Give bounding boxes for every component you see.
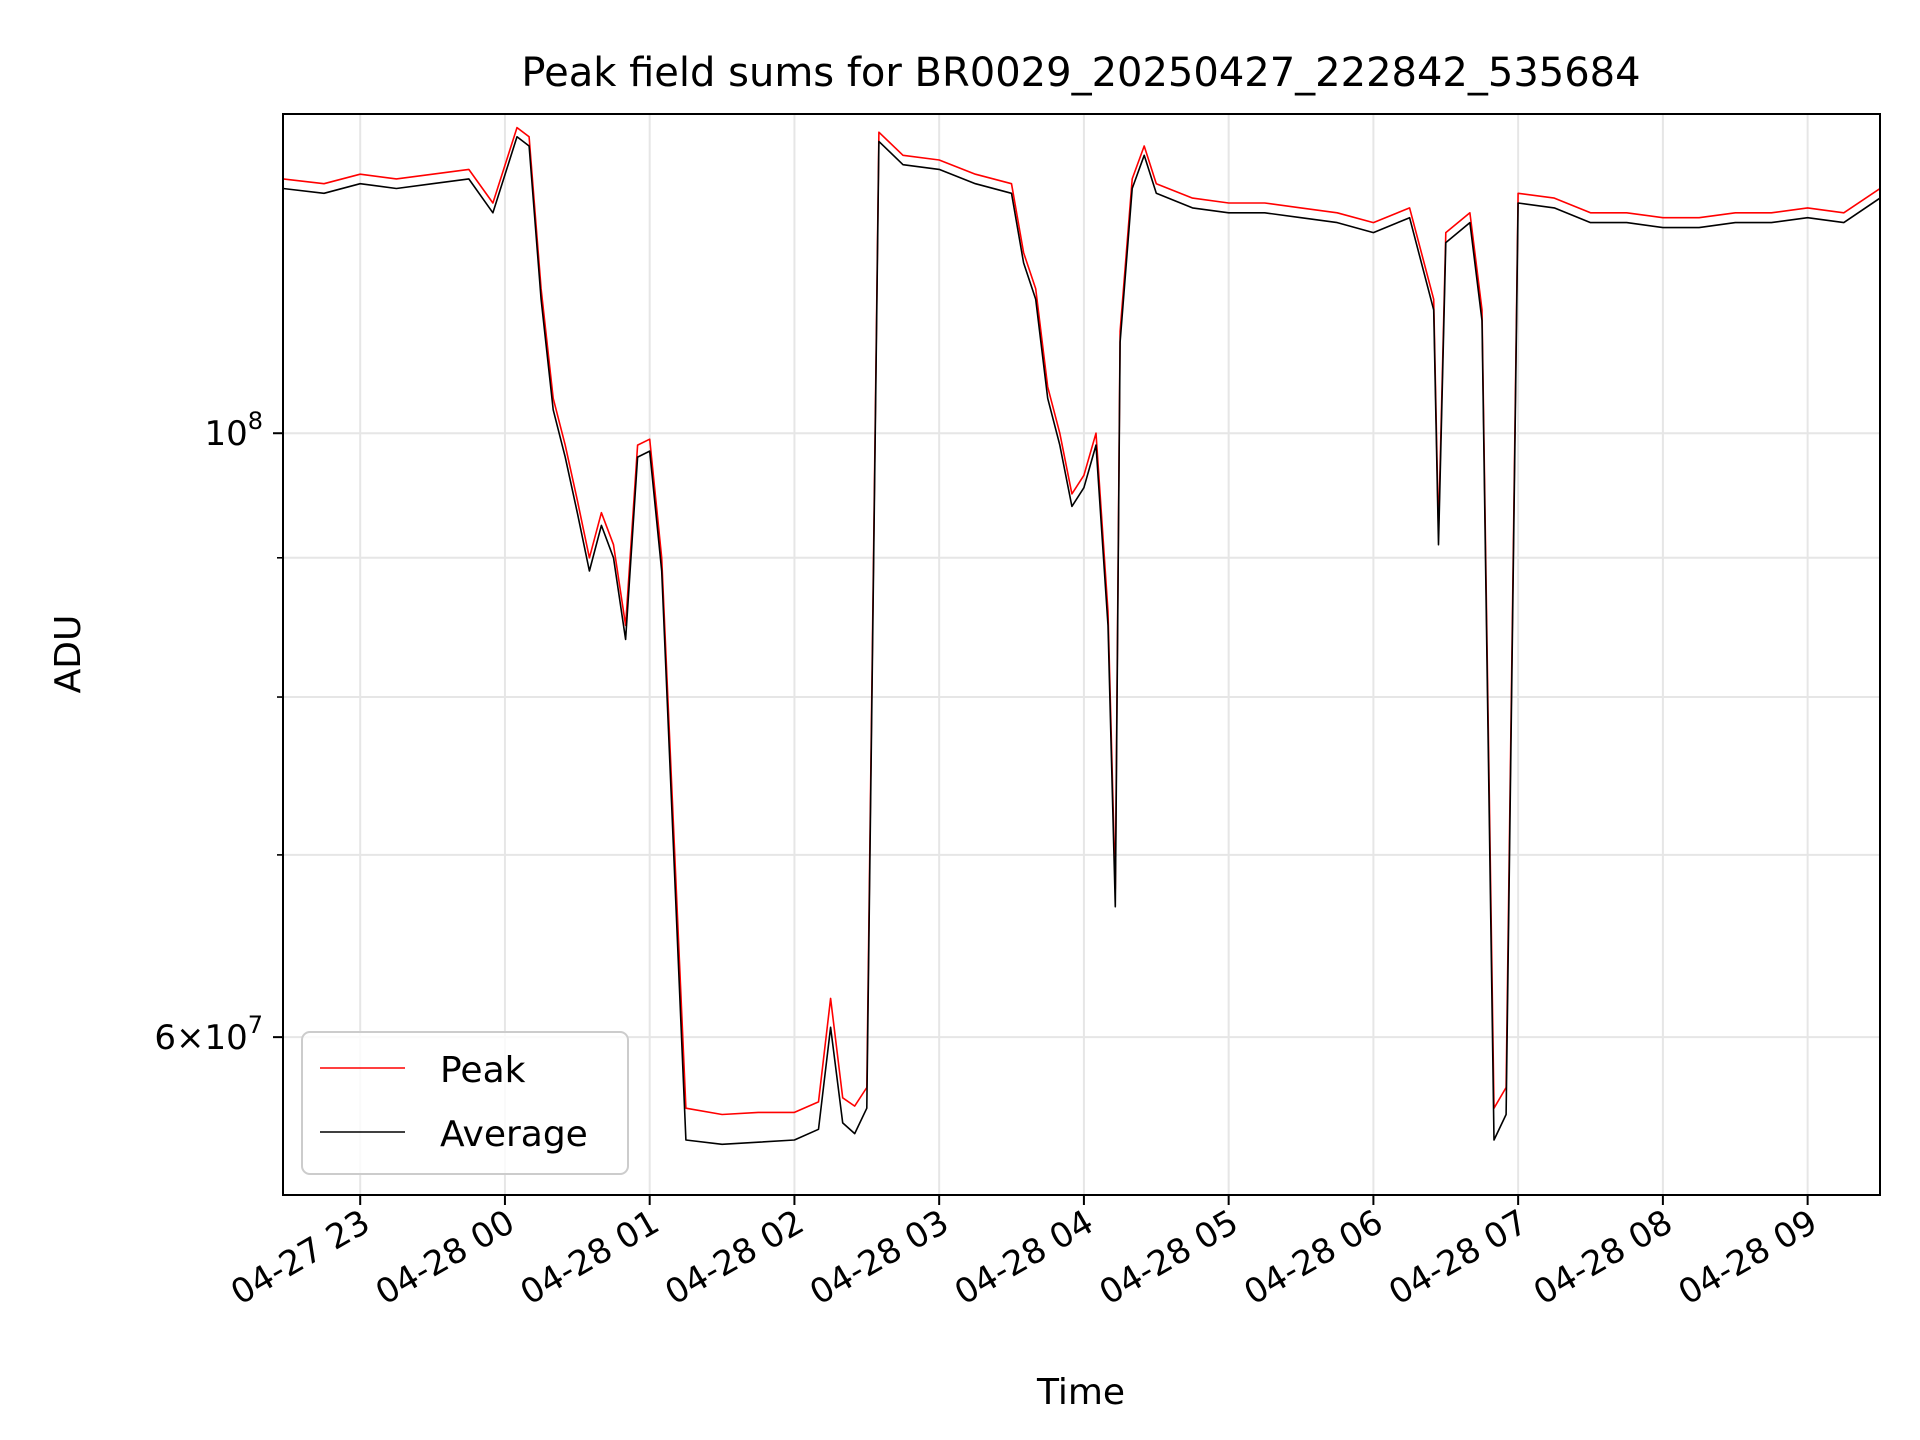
chart-title: Peak field sums for BR0029_20250427_2228…	[521, 50, 1640, 96]
series-line-average	[283, 136, 1880, 1146]
x-axis-label: Time	[1036, 1372, 1125, 1413]
legend: Peak Average	[301, 1031, 629, 1175]
y-tick-label: 6×107	[154, 1011, 263, 1058]
legend-peak-label: Peak	[440, 1050, 526, 1091]
series-lines	[283, 126, 1880, 1146]
legend-average-label: Average	[440, 1114, 588, 1155]
y-tick-label: 108	[204, 407, 263, 454]
y-axis-label: ADU	[48, 615, 89, 694]
grid-lines	[283, 114, 1880, 1195]
plot-frame	[282, 113, 1881, 1196]
series-line-peak	[283, 126, 1880, 1116]
